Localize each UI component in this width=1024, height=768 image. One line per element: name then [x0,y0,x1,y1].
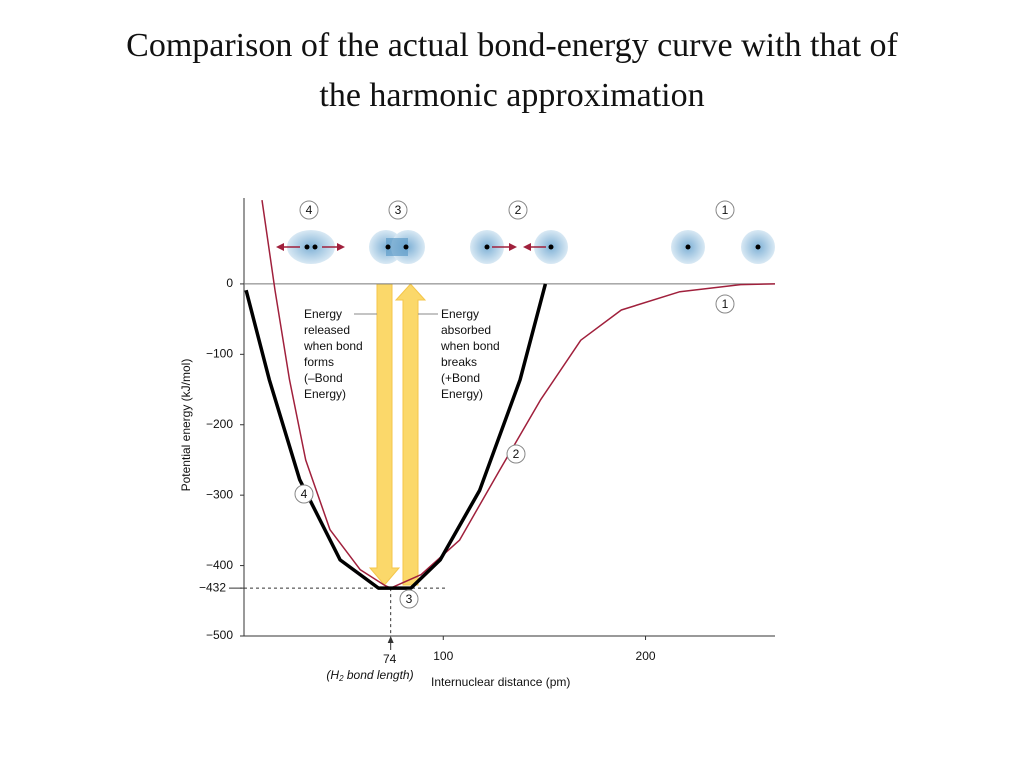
note-part: (H [326,668,339,682]
y-tick-label: −200 [206,417,233,431]
y-tick-label: −400 [206,558,233,572]
title-line: the harmonic approximation [319,77,704,114]
badge [506,444,526,464]
annotation-line: Energy [304,307,342,321]
badge [715,200,735,220]
badge-label: 4 [301,487,308,501]
annotation-line: when bond [303,339,363,353]
badge-label: 4 [306,203,313,217]
bond-length-note: (H2 bond length) [326,668,413,683]
y-tick-label: −100 [206,346,233,360]
title-line: Comparison of the actual bond-energy cur… [126,27,898,64]
badge [715,294,735,314]
curve [244,283,548,590]
annotation-line: breaks [441,355,477,369]
annotation-line: forms [304,355,334,369]
y-tick-label: 0 [226,276,233,290]
badge [388,200,408,220]
arrow-head [387,636,394,643]
badge [399,589,419,609]
badge-label: 1 [722,203,729,217]
badge [294,484,314,504]
annotation-line: Energy) [441,387,483,401]
y-tick-label: −300 [206,487,233,501]
badge-label: 3 [395,203,402,217]
annotation-line: (+Bond [441,371,480,385]
curve [261,199,776,589]
x-tick-label: 74 [383,652,397,666]
x-tick-label: 200 [636,649,656,663]
atoms [276,230,775,264]
y-tick-label: −432 [199,580,226,594]
badge [299,200,319,220]
badge-label: 2 [515,203,522,217]
x-tick-label: 100 [433,649,453,663]
annotation-line: Energy [441,307,479,321]
note-sub: 2 [338,674,344,683]
energy-arrows [354,283,438,586]
annotation-line: Energy) [304,387,346,401]
badge [508,200,528,220]
badge-label: 1 [722,297,729,311]
annotation-line: when bond [440,339,500,353]
annotation-line: (–Bond [304,371,343,385]
note-part: bond length) [344,668,414,682]
badge-label: 2 [513,447,520,461]
x-axis-label: Internuclear distance (pm) [431,675,570,689]
y-axis-label: Potential energy (kJ/mol) [179,359,193,492]
annotation-line: released [304,323,350,337]
annotation-line: absorbed [441,323,491,337]
badge-label: 3 [406,592,413,606]
y-tick-label: −500 [206,628,233,642]
